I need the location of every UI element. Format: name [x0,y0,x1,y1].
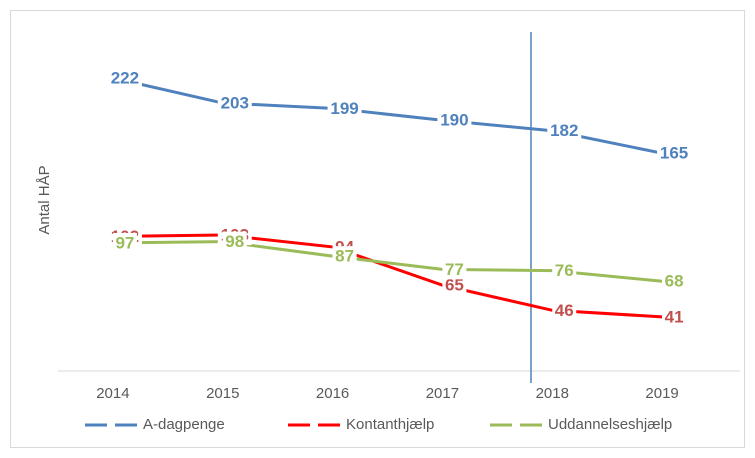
x-tick-label: 2017 [426,385,459,402]
data-label: 165 [660,144,688,163]
label-bg [552,300,577,321]
data-label: 98 [225,232,244,251]
legend-label: Uddannelseshjælp [548,416,672,433]
x-tick-label: 2016 [316,385,349,402]
label-bg [442,275,467,296]
label-bg [442,259,467,280]
data-label: 65 [445,276,464,295]
label-bg [107,67,142,88]
data-label: 41 [665,307,684,326]
legend-label: Kontanthjælp [346,416,434,433]
label-bg [547,120,582,141]
data-label: 68 [665,272,684,291]
label-bg [662,271,687,292]
label-bg [217,93,252,114]
x-tick-label: 2019 [645,385,678,402]
label-bg [327,98,362,119]
data-label: 76 [555,261,574,280]
label-bg [662,306,687,327]
data-label: 199 [330,99,358,118]
data-label: 222 [111,68,139,87]
y-axis-label: Antal HÅP [36,165,53,234]
label-bg [112,232,137,253]
label-bg [332,246,357,267]
data-label: 46 [555,301,574,320]
label-bg [657,143,692,164]
label-bg [222,231,247,252]
data-label: 203 [221,94,249,113]
x-tick-label: 2015 [206,385,239,402]
legend-label: A-dagpenge [143,416,225,433]
data-label: 87 [335,247,354,266]
x-tick-label: 2018 [536,385,569,402]
x-tick-label: 2014 [96,385,129,402]
label-bg [437,110,472,131]
data-label: 190 [440,111,468,130]
data-label: 182 [550,121,578,140]
label-bg [552,260,577,281]
data-label: 97 [115,233,134,252]
data-label: 77 [445,260,464,279]
